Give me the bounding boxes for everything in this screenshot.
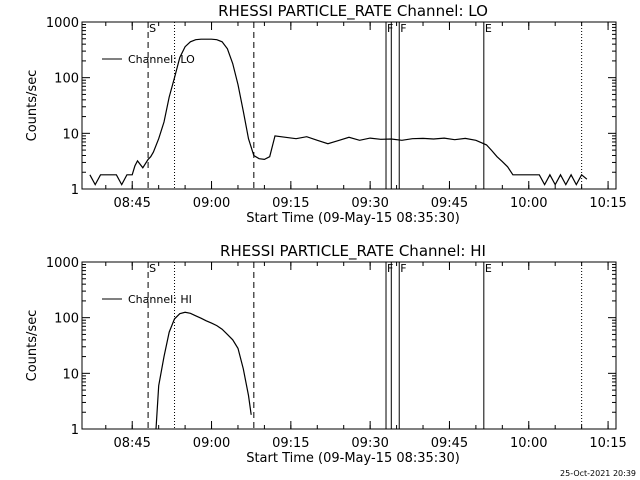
event-marker-label: E bbox=[485, 22, 492, 35]
plot-frame bbox=[81, 21, 617, 190]
x-tick-label: 09:45 bbox=[431, 436, 468, 451]
x-tick-label: 09:15 bbox=[272, 436, 309, 451]
event-marker-label: F bbox=[400, 22, 406, 35]
panel-hi: RHESSI PARTICLE_RATE Channel: HI 1 10 100 10… bbox=[25, 242, 627, 466]
y-tick-label: 100 bbox=[54, 72, 79, 87]
event-marker-label: F bbox=[400, 262, 406, 275]
x-tick-label: 09:45 bbox=[431, 196, 468, 211]
series-line bbox=[89, 38, 588, 186]
y-tick-label: 100 bbox=[54, 312, 79, 327]
y-tick-label: 1 bbox=[71, 423, 79, 438]
x-tick-label: 10:00 bbox=[510, 436, 547, 451]
x-tick-label: 09:30 bbox=[351, 196, 388, 211]
chart-title: RHESSI PARTICLE_RATE Channel: HI bbox=[220, 242, 486, 261]
legend-label: Channel: HI bbox=[128, 293, 192, 306]
y-tick-label: 10 bbox=[62, 127, 79, 142]
x-axis-label: Start Time (09-May-15 08:35:30) bbox=[246, 451, 460, 466]
chart-title: RHESSI PARTICLE_RATE Channel: LO bbox=[218, 2, 488, 21]
x-tick-label: 10:15 bbox=[589, 196, 626, 211]
x-tick-label: 09:30 bbox=[351, 436, 388, 451]
event-marker-label: F bbox=[387, 22, 393, 35]
y-axis-label: Counts/sec bbox=[25, 310, 40, 382]
event-marker-label: S bbox=[149, 22, 156, 35]
y-tick-label: 1000 bbox=[46, 256, 79, 271]
event-marker-label: F bbox=[387, 262, 393, 275]
x-axis-label: Start Time (09-May-15 08:35:30) bbox=[246, 211, 460, 226]
event-marker-label: S bbox=[149, 262, 156, 275]
y-axis-label: Counts/sec bbox=[25, 70, 40, 142]
plot-frame bbox=[81, 261, 617, 430]
event-marker-label: E bbox=[485, 262, 492, 275]
x-tick-label: 08:45 bbox=[113, 436, 150, 451]
series-line bbox=[155, 311, 252, 430]
x-tick-label: 09:15 bbox=[272, 196, 309, 211]
x-tick-label: 09:00 bbox=[193, 196, 230, 211]
footer-timestamp: 25-Oct-2021 20:39 bbox=[560, 469, 636, 478]
x-tick-label: 10:15 bbox=[589, 436, 626, 451]
x-tick-label: 08:45 bbox=[113, 196, 150, 211]
y-tick-label: 1 bbox=[71, 183, 79, 198]
legend-label: Channel: LO bbox=[128, 53, 195, 66]
y-tick-label: 10 bbox=[62, 367, 79, 382]
y-tick-label: 1000 bbox=[46, 16, 79, 31]
x-tick-label: 09:00 bbox=[193, 436, 230, 451]
x-tick-label: 10:00 bbox=[510, 196, 547, 211]
panel-lo: RHESSI PARTICLE_RATE Channel: LO 1 10 100 10… bbox=[25, 2, 627, 226]
